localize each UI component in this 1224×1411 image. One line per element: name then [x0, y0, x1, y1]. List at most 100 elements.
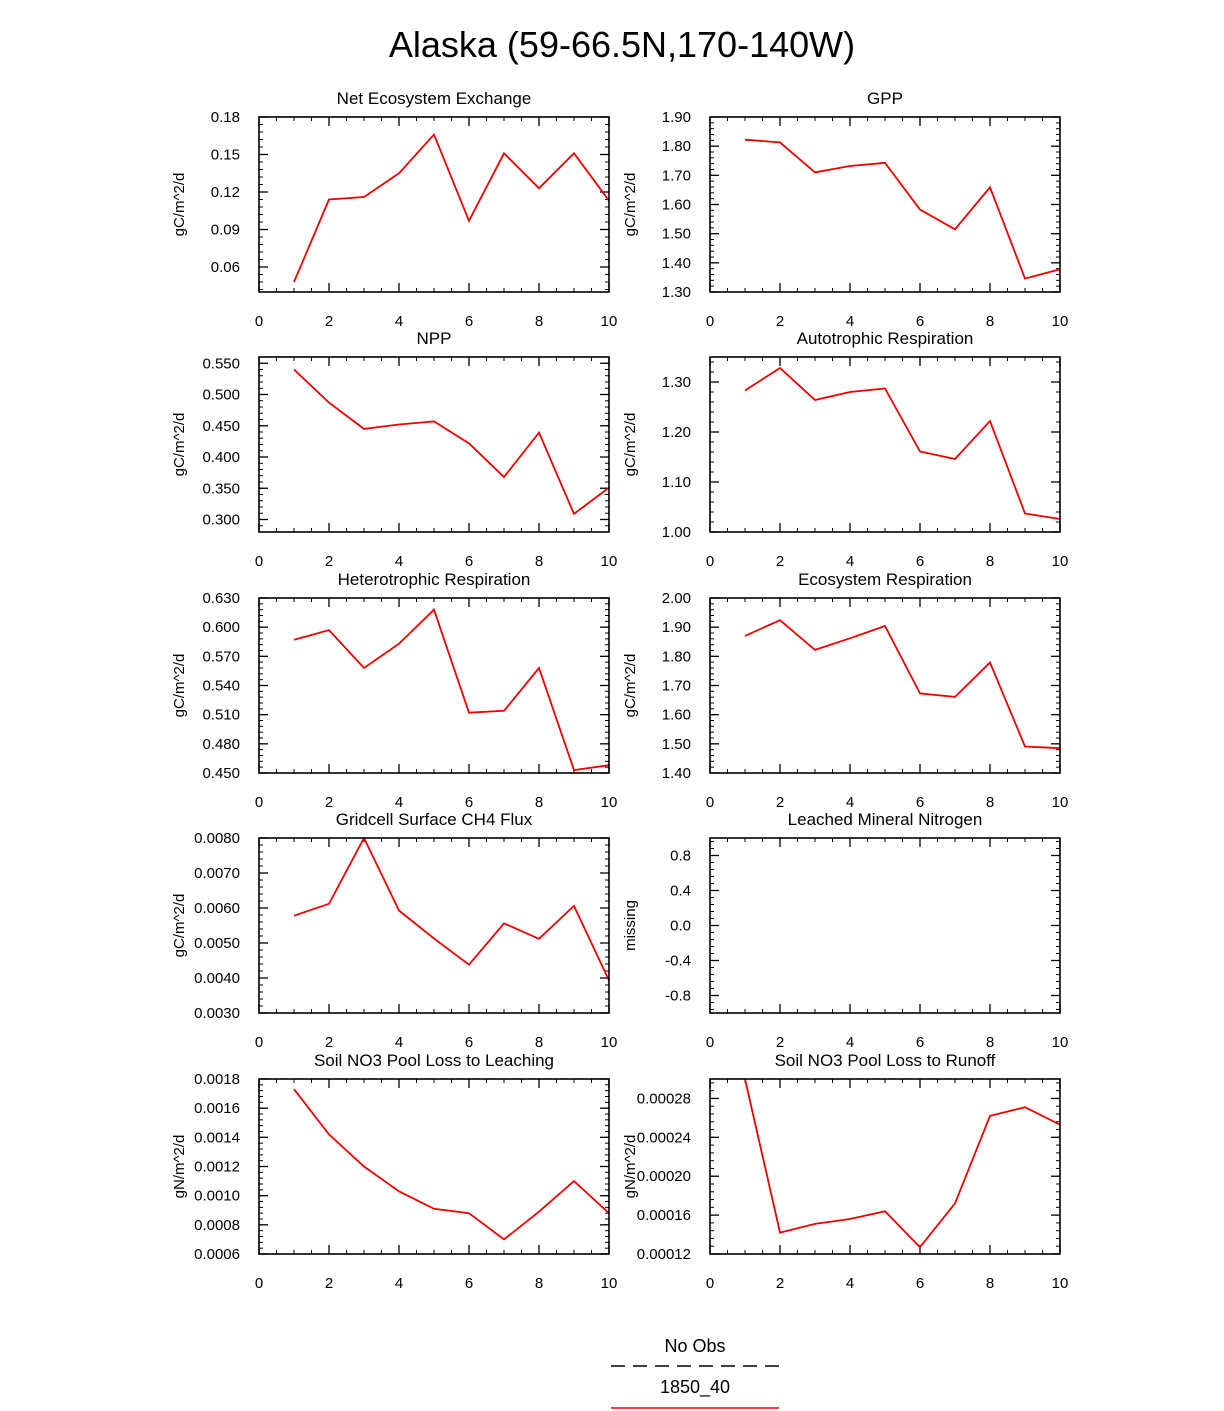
- y-tick-label: 0.0014: [194, 1129, 240, 1146]
- x-tick-label: 10: [601, 1275, 618, 1292]
- panel-title: Heterotrophic Respiration: [338, 570, 531, 589]
- x-tick-label: 0: [706, 794, 714, 811]
- series-line-1: [744, 138, 1060, 280]
- x-tick-label: 0: [706, 1275, 714, 1292]
- y-tick-label: 0.06: [211, 259, 240, 276]
- x-tick-label: 4: [395, 1275, 403, 1292]
- x-tick-label: 10: [601, 1034, 618, 1051]
- x-tick-label: 6: [465, 1275, 473, 1292]
- x-tick-label: 4: [395, 313, 403, 330]
- panel-title: NPP: [417, 329, 452, 348]
- plot-frame: [258, 1078, 610, 1255]
- x-tick-label: 6: [465, 1034, 473, 1051]
- y-tick-label: 0.00024: [637, 1129, 691, 1146]
- y-tick-label: 2.00: [662, 590, 691, 607]
- series-line-1: [293, 132, 609, 283]
- x-tick-label: 0: [255, 1275, 263, 1292]
- panel-title: Net Ecosystem Exchange: [337, 89, 532, 108]
- y-axis-label: missing: [622, 900, 639, 951]
- x-tick-label: 8: [986, 313, 994, 330]
- x-tick-label: 0: [255, 1034, 263, 1051]
- y-tick-label: 1.60: [662, 707, 691, 724]
- y-tick-label: 0.4: [670, 883, 691, 900]
- panel-7: Gridcell Surface CH4 Flux gC/m^2/d 0 2 4 6 8 10…: [171, 810, 617, 1051]
- x-tick-label: 0: [706, 1034, 714, 1051]
- legend-label-1850-40: 1850_40: [660, 1377, 730, 1398]
- x-tick-label: 10: [601, 794, 618, 811]
- x-tick-label: 10: [601, 553, 618, 570]
- series-line-1: [293, 368, 609, 516]
- x-tick-label: 10: [1052, 794, 1069, 811]
- panel-6: Ecosystem Respiration gC/m^2/d 0 2 4 6 8 10 1.40…: [622, 570, 1068, 811]
- panel-title: GPP: [867, 89, 903, 108]
- x-tick-label: 0: [706, 553, 714, 570]
- plot-frame: [258, 356, 610, 533]
- y-tick-label: 0.15: [211, 147, 240, 164]
- x-tick-label: 8: [535, 313, 543, 330]
- x-tick-label: 8: [535, 553, 543, 570]
- x-tick-label: 8: [535, 794, 543, 811]
- x-tick-label: 2: [776, 553, 784, 570]
- x-tick-label: 6: [916, 553, 924, 570]
- y-tick-label: 0.570: [202, 648, 240, 665]
- legend: No Obs 1850_40: [611, 1336, 779, 1409]
- panel-1: Net Ecosystem Exchange gC/m^2/d 0 2 4 6 8 10 0.0…: [171, 89, 617, 330]
- x-tick-label: 10: [1052, 1034, 1069, 1051]
- y-tick-label: 1.80: [662, 138, 691, 155]
- x-tick-label: 0: [255, 313, 263, 330]
- y-tick-label: 0.0016: [194, 1100, 240, 1117]
- y-tick-label: 0.0040: [194, 970, 240, 987]
- x-tick-label: 2: [776, 794, 784, 811]
- x-tick-label: 2: [325, 794, 333, 811]
- y-tick-label: 0.0012: [194, 1159, 240, 1176]
- y-tick-label: 0.540: [202, 678, 240, 695]
- series-line-1: [293, 838, 609, 981]
- x-tick-label: 10: [1052, 1275, 1069, 1292]
- y-tick-label: 0.630: [202, 590, 240, 607]
- y-tick-label: 0.0: [670, 918, 691, 935]
- x-tick-label: 4: [395, 553, 403, 570]
- y-tick-label: 1.40: [662, 255, 691, 272]
- x-tick-label: 10: [1052, 313, 1069, 330]
- y-axis-label: gC/m^2/d: [171, 894, 188, 958]
- panel-2: GPP gC/m^2/d 0 2 4 6 8 10 1.30 1.40 1.50 1.60 1.70 1.…: [622, 89, 1068, 330]
- x-tick-label: 0: [255, 794, 263, 811]
- y-tick-label: 0.00020: [637, 1168, 691, 1185]
- y-tick-label: 1.30: [662, 374, 691, 391]
- y-axis-label: gC/m^2/d: [171, 413, 188, 477]
- y-tick-label: 0.0008: [194, 1217, 240, 1234]
- x-tick-label: 6: [916, 1034, 924, 1051]
- y-tick-label: 0.09: [211, 222, 240, 239]
- y-tick-label: 0.8: [670, 848, 691, 865]
- y-tick-label: -0.4: [665, 953, 691, 970]
- y-tick-label: 0.0030: [194, 1005, 240, 1022]
- panel-title: Autotrophic Respiration: [797, 329, 974, 348]
- y-tick-label: 1.90: [662, 109, 691, 126]
- y-tick-label: 1.90: [662, 619, 691, 636]
- x-tick-label: 2: [325, 1275, 333, 1292]
- panels: Net Ecosystem Exchange gC/m^2/d 0 2 4 6 8 10 0.0…: [171, 89, 1068, 1292]
- panel-title: Leached Mineral Nitrogen: [788, 810, 983, 829]
- x-tick-label: 8: [986, 1275, 994, 1292]
- x-tick-label: 10: [1052, 553, 1069, 570]
- y-tick-label: 0.450: [202, 765, 240, 782]
- y-tick-label: 1.10: [662, 474, 691, 491]
- y-tick-label: 0.0070: [194, 865, 240, 882]
- x-tick-label: 6: [916, 1275, 924, 1292]
- series-line-1: [744, 366, 1060, 520]
- y-tick-label: 0.600: [202, 619, 240, 636]
- x-tick-label: 8: [535, 1034, 543, 1051]
- x-tick-label: 10: [601, 313, 618, 330]
- y-tick-label: 0.12: [211, 184, 240, 201]
- panel-5: Heterotrophic Respiration gC/m^2/d 0 2 4 6 8 10…: [171, 570, 617, 811]
- panel-title: Ecosystem Respiration: [798, 570, 972, 589]
- y-tick-label: 0.0080: [194, 830, 240, 847]
- x-tick-label: 0: [706, 313, 714, 330]
- panel-4: Autotrophic Respiration gC/m^2/d 0 2 4 6 8 10 1.…: [622, 329, 1068, 570]
- plot-frame: [709, 356, 1061, 533]
- panel-9: Soil NO3 Pool Loss to Leaching gN/m^2/d 0 2…: [171, 1051, 617, 1292]
- series-line-1: [744, 619, 1060, 750]
- panel-title: Soil NO3 Pool Loss to Runoff: [775, 1051, 996, 1070]
- y-tick-label: 1.80: [662, 648, 691, 665]
